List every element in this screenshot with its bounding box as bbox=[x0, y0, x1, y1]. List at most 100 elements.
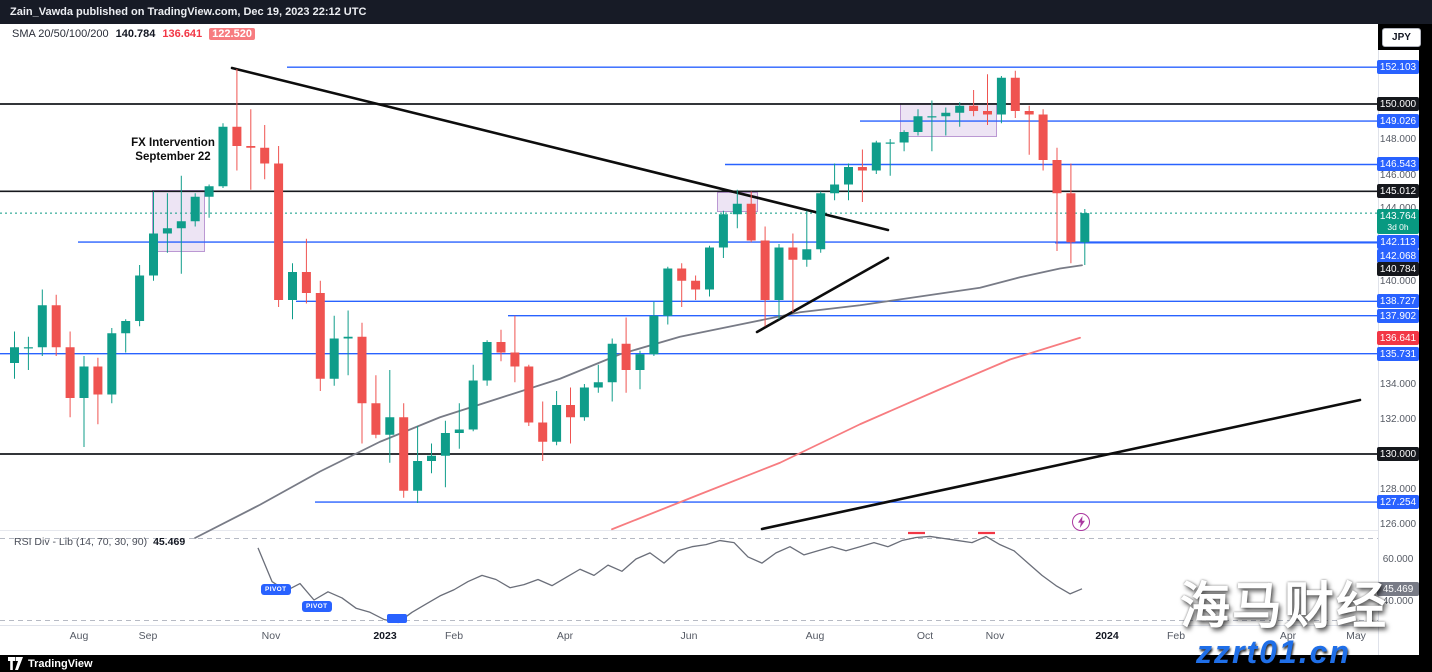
candle-body bbox=[135, 275, 145, 321]
candle-body bbox=[440, 433, 450, 456]
sma-legend[interactable]: SMA 20/50/100/200 140.784 136.641 122.52… bbox=[12, 28, 255, 40]
currency-unit-button[interactable]: JPY bbox=[1382, 28, 1421, 47]
rsi-line bbox=[257, 535, 1083, 624]
candle-body bbox=[899, 132, 909, 143]
candle-body bbox=[746, 203, 756, 241]
candle-body bbox=[885, 142, 895, 144]
fx-intervention-annotation[interactable]: FX Intervention September 22 bbox=[114, 136, 232, 164]
candle-body bbox=[357, 336, 367, 404]
candle-body bbox=[399, 417, 409, 491]
candle-body bbox=[79, 366, 89, 398]
lightning-bolt-icon[interactable] bbox=[1072, 513, 1090, 531]
candle-body bbox=[593, 382, 603, 388]
candle-body bbox=[538, 422, 548, 442]
candles-layer[interactable] bbox=[10, 69, 1090, 503]
candle-body bbox=[788, 247, 798, 260]
time-axis-separator bbox=[0, 625, 1419, 626]
candle-body bbox=[607, 343, 617, 383]
candle-body bbox=[955, 105, 965, 113]
rsi-legend-value: 45.469 bbox=[153, 536, 186, 548]
candle-body bbox=[37, 305, 47, 348]
candle-body bbox=[760, 240, 770, 300]
candle-body bbox=[413, 461, 423, 491]
candle-body bbox=[315, 293, 325, 379]
tradingview-logo-text[interactable]: TradingView bbox=[28, 657, 93, 670]
candle-body bbox=[454, 429, 464, 433]
trend-line[interactable] bbox=[760, 398, 1362, 531]
bolt-glyph bbox=[1077, 516, 1085, 528]
footer-bar: TradingView bbox=[0, 655, 1432, 672]
candle-body bbox=[246, 146, 256, 148]
candle-body bbox=[996, 77, 1006, 115]
candle-body bbox=[983, 111, 992, 115]
candle-body bbox=[288, 272, 297, 300]
candle-body bbox=[496, 342, 506, 353]
chart-canvas[interactable] bbox=[0, 24, 1378, 655]
candle-body bbox=[969, 105, 979, 111]
candle-body bbox=[774, 247, 784, 300]
candle-body bbox=[830, 184, 840, 194]
candle-body bbox=[844, 167, 853, 185]
candle-body bbox=[857, 167, 867, 171]
right-border-strip bbox=[1419, 24, 1432, 655]
sma-fast-line bbox=[611, 336, 1081, 531]
candle-body bbox=[51, 305, 61, 348]
candle-body bbox=[162, 228, 172, 234]
price-axis[interactable] bbox=[1378, 24, 1419, 655]
candle-body bbox=[635, 354, 645, 370]
candle-body bbox=[482, 342, 492, 381]
watermark-site: zzrt01.cn bbox=[1196, 634, 1351, 670]
watermark-brand: 海马财经 bbox=[1180, 578, 1388, 634]
candle-body bbox=[385, 417, 395, 435]
sma-value-3: 122.520 bbox=[209, 28, 255, 40]
candle-body bbox=[1066, 193, 1076, 243]
candle-body bbox=[816, 193, 826, 250]
candle-body bbox=[802, 249, 812, 260]
candle-body bbox=[524, 366, 534, 423]
candle-body bbox=[913, 116, 923, 132]
candle-body bbox=[468, 380, 478, 430]
rsi-legend[interactable]: RSI Div - Lib (14, 70, 30, 90) 45.469 bbox=[14, 536, 185, 548]
candle-body bbox=[343, 336, 353, 339]
candle-body bbox=[274, 163, 284, 300]
candle-body bbox=[149, 233, 158, 276]
candle-body bbox=[663, 268, 673, 316]
candle-body bbox=[121, 321, 131, 334]
candle-body bbox=[621, 343, 631, 370]
sma-slow-line bbox=[194, 264, 1083, 539]
candle-body bbox=[871, 142, 881, 171]
candle-body bbox=[371, 403, 381, 435]
candle-body bbox=[176, 221, 186, 229]
candle-body bbox=[427, 455, 436, 461]
candle-body bbox=[301, 272, 311, 293]
candle-body bbox=[329, 338, 339, 379]
sma-value-1: 140.784 bbox=[115, 28, 156, 40]
candle-body bbox=[232, 126, 242, 146]
candle-body bbox=[1052, 160, 1062, 194]
candle-body bbox=[190, 196, 200, 222]
publish-bar: Zain_Vawda published on TradingView.com,… bbox=[0, 0, 1432, 24]
sma-value-2: 136.641 bbox=[162, 28, 203, 40]
candle-body bbox=[579, 387, 589, 418]
candle-body bbox=[718, 214, 728, 248]
currency-unit-label: JPY bbox=[1392, 32, 1411, 43]
trend-line[interactable] bbox=[230, 66, 890, 232]
candle-body bbox=[1010, 77, 1020, 111]
candle-body bbox=[552, 405, 562, 442]
candle-body bbox=[93, 366, 103, 395]
pane-separator bbox=[0, 530, 1419, 531]
candle-body bbox=[1024, 111, 1034, 115]
candle-body bbox=[566, 405, 575, 418]
rsi-legend-title: RSI Div - Lib (14, 70, 30, 90) bbox=[14, 536, 148, 548]
trend-line[interactable] bbox=[755, 256, 890, 334]
candle-body bbox=[218, 126, 228, 187]
candle-body bbox=[10, 347, 19, 363]
candle-body bbox=[927, 116, 937, 118]
fx-intervention-line1: FX Intervention bbox=[131, 137, 215, 149]
candle-body bbox=[705, 247, 714, 290]
candle-body bbox=[260, 147, 270, 164]
candle-body bbox=[677, 268, 687, 281]
candle-body bbox=[732, 203, 742, 215]
candle-body bbox=[941, 112, 951, 117]
